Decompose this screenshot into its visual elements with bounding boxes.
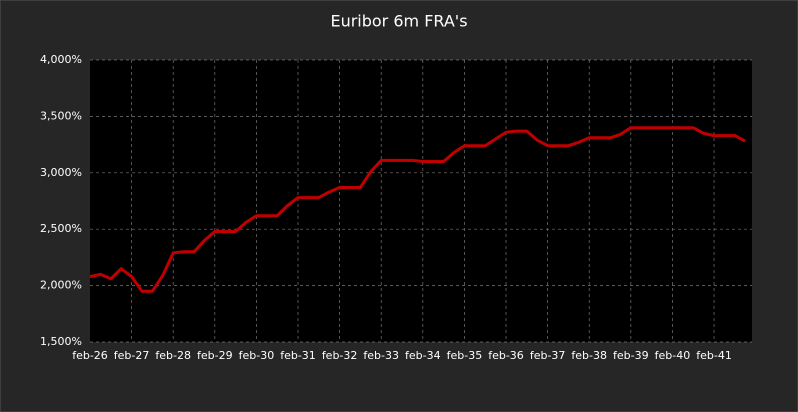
x-tick-label: feb-29 (197, 349, 233, 362)
x-tick-label: feb-30 (239, 349, 275, 362)
x-tick-label: feb-38 (571, 349, 607, 362)
x-tick-label: feb-31 (280, 349, 316, 362)
x-tick-label: feb-36 (488, 349, 524, 362)
chart-title: Euribor 6m FRA's (330, 12, 467, 31)
x-tick-label: feb-27 (114, 349, 150, 362)
x-tick-label: feb-33 (363, 349, 399, 362)
x-tick-label: feb-26 (72, 349, 108, 362)
x-tick-label: feb-39 (613, 349, 649, 362)
y-tick-label: 2,000% (40, 279, 82, 292)
plot-area (90, 60, 752, 342)
x-tick-label: feb-35 (447, 349, 483, 362)
y-tick-label: 2,500% (40, 222, 82, 235)
x-tick-label: feb-28 (155, 349, 191, 362)
y-tick-label: 3,000% (40, 166, 82, 179)
x-tick-label: feb-37 (530, 349, 566, 362)
y-tick-label: 3,500% (40, 109, 82, 122)
x-tick-label: feb-34 (405, 349, 441, 362)
x-tick-label: feb-40 (655, 349, 691, 362)
x-tick-label: feb-41 (696, 349, 732, 362)
y-tick-label: 4,000% (40, 53, 82, 66)
x-tick-label: feb-32 (322, 349, 358, 362)
line (89, 126, 746, 293)
y-tick-label: 1,500% (40, 335, 82, 348)
